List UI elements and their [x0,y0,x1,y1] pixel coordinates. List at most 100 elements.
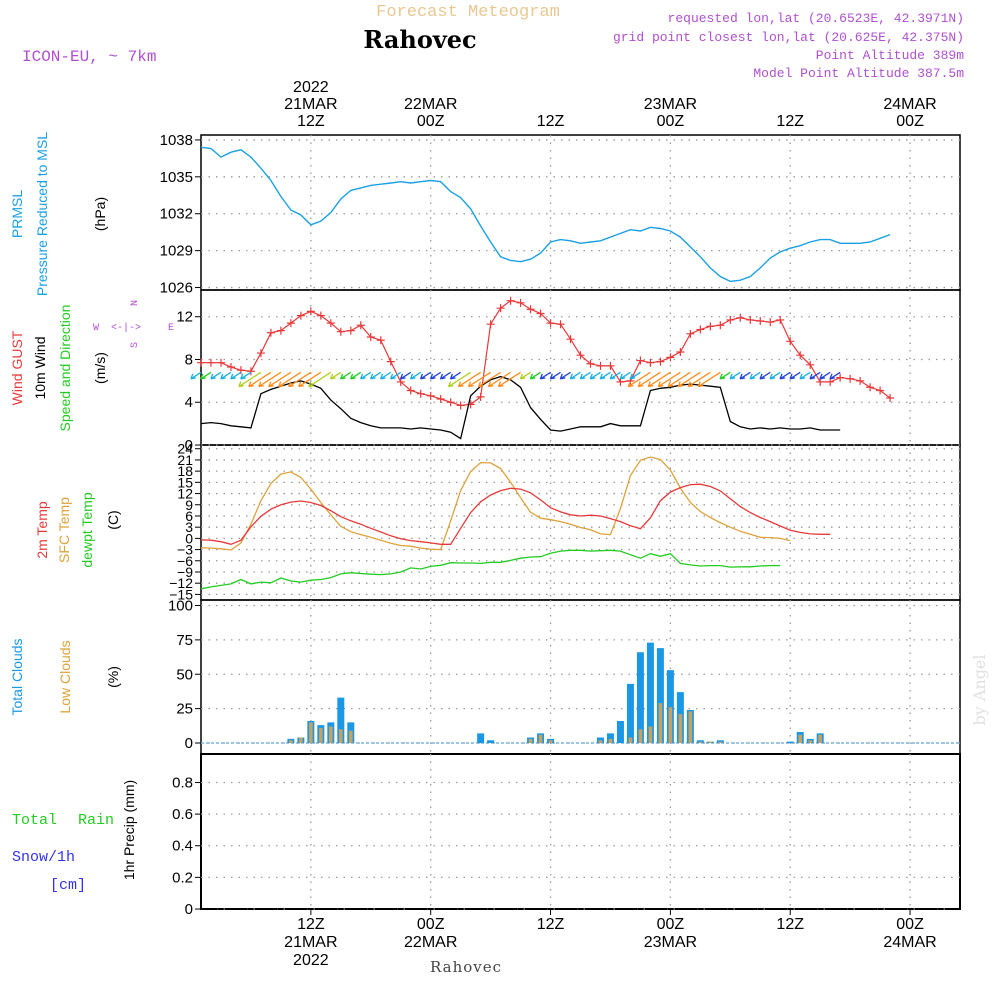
low-cloud-bar [339,729,343,743]
y-tick-label: −12 [169,575,193,591]
wind-gust-marker [366,333,375,342]
wind-gust-marker [576,351,585,360]
wind-direction-arrow [258,371,282,388]
label-clouds-unit: (%) [105,666,121,688]
wind-direction-arrow [579,371,591,380]
low-cloud-bar [698,741,703,743]
time-label-bottom: 00Z [657,916,685,933]
total-cloud-bar [337,697,345,743]
label-wind-gust: Wind GUST [9,330,25,405]
time-label-bottom: 00Z [896,916,924,933]
wind-gust-marker [676,348,685,356]
wind-direction-arrow [627,371,651,388]
wind-gust-marker [246,367,255,376]
low-cloud-bar [608,738,613,743]
wind-gust-marker [606,361,615,370]
wind-direction-arrow [210,371,222,380]
wind-direction-arrow [339,371,352,380]
total-cloud-bar [616,721,624,743]
wind-gust-marker [496,304,505,313]
time-label-top: 12Z [776,113,804,130]
low-cloud-bar [638,729,643,743]
time-label-top: 00Z [896,113,924,130]
wind-gust-marker [836,373,845,382]
panel-frame-4 [200,599,961,755]
y-tick-label: 8 [185,351,193,368]
total-cloud-bar [487,740,495,743]
label-dewpt-temp: dewpt Temp [79,492,95,567]
wind-gust-marker [706,322,715,331]
wind-direction-arrow [497,371,521,388]
wind-gust-marker [426,391,435,400]
low-cloud-bar [538,734,543,743]
wind-direction-arrow [409,371,422,380]
wind-direction-arrow [637,371,661,388]
wind-direction-arrow [220,371,232,380]
label-2m-temp: 2m Temp [34,501,50,559]
wind-gust-marker [636,356,645,365]
time-label-bottom: 12Z [776,916,804,933]
y-tick-label: 9 [185,497,193,513]
low-cloud-bar [688,711,693,743]
wind-direction-arrow [190,371,202,380]
low-cloud-bar [598,740,603,743]
wind-direction-arrow [200,371,212,380]
wind-gust-marker [856,376,865,385]
wind-gust-marker [197,358,205,367]
label-total: Total [12,812,57,829]
compass-arrow: <-|-> [111,322,141,334]
wind-direction-arrow [697,371,721,388]
y-tick-label: 4 [185,394,193,411]
wind-gust-marker [516,298,525,307]
wind-direction-arrow [789,371,801,380]
wind-direction-arrow [819,371,831,380]
label-temp-unit: (C) [105,510,121,529]
y-tick-label: 15 [177,474,193,490]
wind-gust-marker [376,336,385,345]
wind-direction-arrow [278,371,302,388]
y-tick-label: 3 [185,519,193,535]
time-label-top: 00Z [657,113,685,130]
wind-gust-marker [716,321,725,330]
total-cloud-bar [646,642,654,743]
location-title: Rahovec [363,25,476,54]
panel-frame-3 [200,444,961,601]
time-label-bottom: 12Z [297,916,325,933]
wind-direction-arrow [719,371,731,380]
model-altitude: Model Point Altitude 387.5m [753,66,964,81]
total-cloud-bar [666,670,674,743]
wind-gust-marker [806,360,815,369]
wind-gust-marker [556,320,565,329]
wind-gust-marker [206,358,215,367]
wind-gust-marker [786,337,795,346]
wind-gust-marker [256,349,265,358]
wind-direction-arrow [477,371,501,388]
wind-gust-marker [756,317,765,325]
wind-10m-line [200,375,841,440]
wind-direction-arrow [389,371,402,380]
label-sfc-temp: SFC Temp [56,497,72,563]
y-tick-label: 100 [168,598,193,615]
wind-direction-arrow [739,371,751,380]
y-tick-label: 6 [185,508,193,524]
footer-location: Rahovec [430,958,502,976]
wind-gust-marker [316,311,325,320]
wind-gust-marker [416,389,425,398]
wind-direction-arrow [769,371,781,380]
time-label-top: 12Z [297,113,325,130]
total-cloud-bar [786,741,794,743]
wind-gust-marker [876,386,885,395]
compass-south: S [130,342,141,348]
y-tick-label: 0 [185,437,193,454]
wind-gust-marker [666,353,675,362]
wind-direction-arrow [369,371,382,380]
wind-gust-marker [486,320,495,329]
y-tick-label: 75 [176,632,193,649]
wind-gust-marker [476,392,485,401]
y-tick-label: 1038 [160,132,193,149]
label-low-clouds: Low Clouds [57,640,73,713]
label-snow-unit: [cm] [50,877,86,894]
wind-gust-marker [866,383,875,392]
wind-direction-arrow [619,371,631,380]
